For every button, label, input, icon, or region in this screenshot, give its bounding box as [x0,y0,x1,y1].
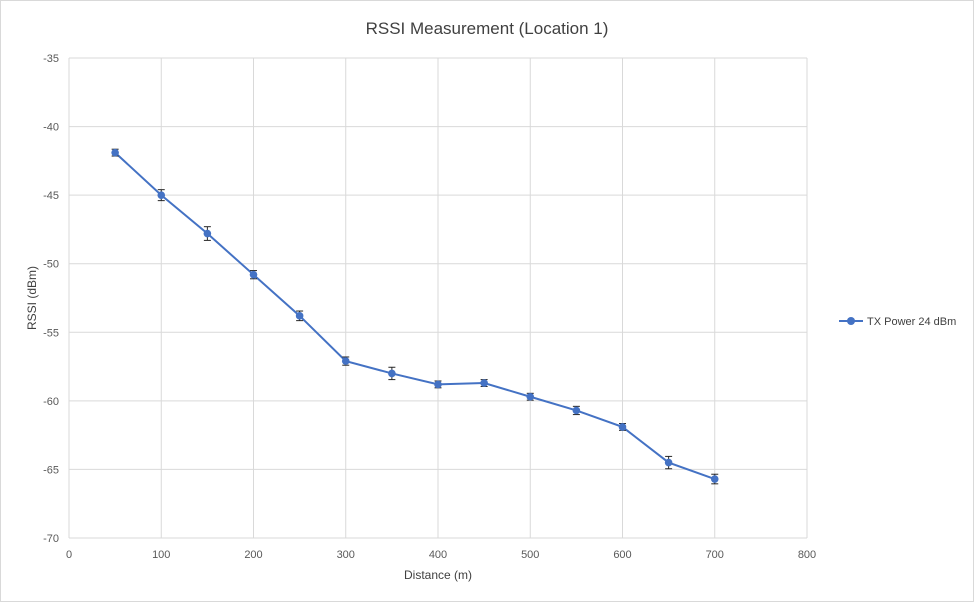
data-point [111,148,119,157]
x-tick-label: 400 [429,549,447,561]
x-tick-label: 600 [613,549,631,561]
data-point [618,423,627,431]
y-tick-label: -65 [43,464,59,476]
data-point [295,312,304,320]
x-tick-label: 100 [152,549,170,561]
legend: TX Power 24 dBm [839,316,956,328]
data-point [157,191,166,199]
series-line [114,151,716,480]
x-tick-labels: 0 100 200 300 400 500 600 700 800 [66,549,816,561]
data-point [710,475,719,483]
y-tick-labels: -35 -40 -45 -50 -55 -60 -65 -70 [43,53,59,545]
series-group [111,148,719,485]
x-tick-label: 200 [244,549,262,561]
data-point [388,369,396,378]
data-point [249,270,258,279]
x-tick-label: 800 [798,549,816,561]
y-axis-label: RSSI (dBm) [25,266,39,330]
y-tick-label: -35 [43,53,59,65]
data-point [526,392,535,401]
x-tick-label: 700 [706,549,724,561]
y-tick-label: -60 [43,396,59,408]
data-point [341,357,350,365]
data-point [572,406,581,415]
y-tick-label: -55 [43,327,59,339]
y-tick-label: -50 [43,259,59,271]
legend-marker [847,317,855,325]
x-tick-label: 300 [337,549,355,561]
data-point [203,229,212,238]
chart-title: RSSI Measurement (Location 1) [366,19,609,38]
y-tick-label: -70 [43,533,59,545]
data-point [664,458,673,467]
y-tick-label: -40 [43,122,59,134]
x-tick-label: 500 [521,549,539,561]
x-tick-label: 0 [66,549,72,561]
data-point [434,380,442,389]
data-point [480,379,488,387]
gridlines [68,57,808,539]
legend-label: TX Power 24 dBm [867,316,956,328]
y-tick-label: -45 [43,190,59,202]
x-axis-label: Distance (m) [404,568,472,582]
